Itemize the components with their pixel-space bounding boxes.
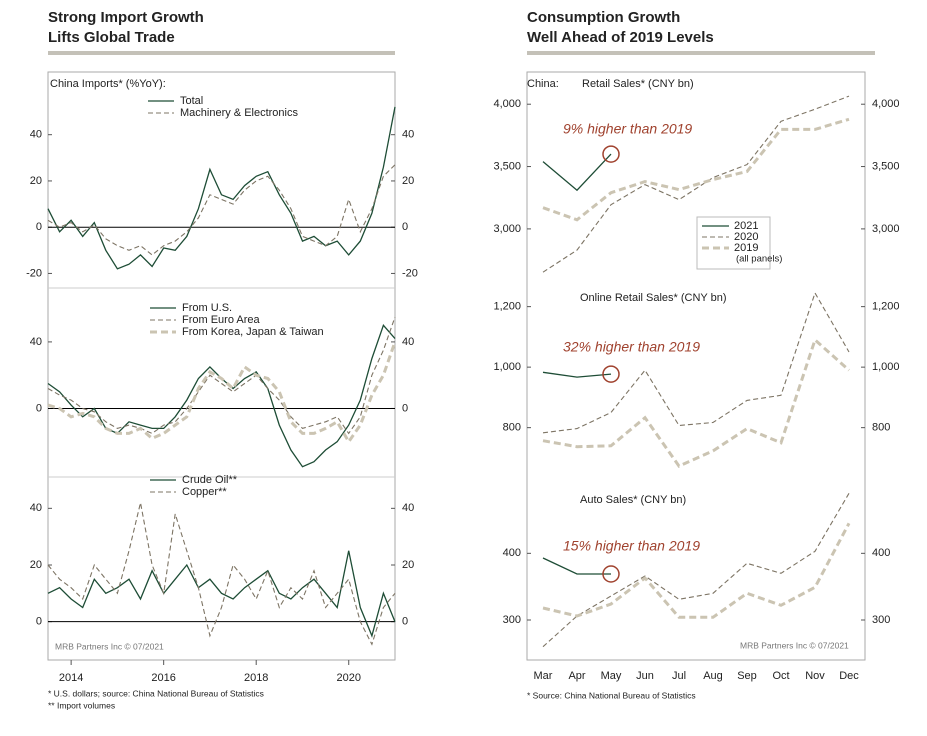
chart-subtitle: Retail Sales* (CNY bn) <box>582 78 694 90</box>
chart-subtitle: Auto Sales* (CNY bn) <box>580 494 686 506</box>
x-tick-label: Jul <box>672 670 686 682</box>
x-tick-label: 2020 <box>336 672 360 684</box>
annotation-circle <box>602 145 620 163</box>
y-tick-label: 4,000 <box>493 98 521 110</box>
credit: MRB Partners Inc © 07/2021 <box>740 640 849 650</box>
series-line <box>542 371 612 378</box>
y-tick-label: 40 <box>30 502 42 514</box>
x-tick-label: 2014 <box>59 672 83 684</box>
series-line <box>47 106 396 270</box>
legend-label: From Korea, Japan & Taiwan <box>182 326 324 338</box>
x-tick-label: Dec <box>839 670 859 682</box>
panel-title: Well Ahead of 2019 Levels <box>527 29 714 46</box>
legend-label: Copper** <box>182 486 227 498</box>
y-tick-label: 300 <box>872 614 890 626</box>
y-tick-label: 1,000 <box>493 361 521 373</box>
frame <box>526 71 866 661</box>
series-line <box>47 550 396 638</box>
chart-subtitle: China Imports* (%YoY): <box>50 78 166 90</box>
y-tick-label: 400 <box>872 547 890 559</box>
y-tick-label: 40 <box>402 129 414 141</box>
frame <box>47 71 396 661</box>
y-tick-label: 40 <box>30 336 42 348</box>
series-line <box>542 522 851 619</box>
y-tick-label: 0 <box>402 402 408 414</box>
y-tick-label: 0 <box>402 221 408 233</box>
annotation: 15% higher than 2019 <box>563 538 700 554</box>
legend-label: From U.S. <box>182 302 232 314</box>
x-tick-label: 2016 <box>151 672 175 684</box>
y-tick-label: 300 <box>503 614 521 626</box>
footnote: ** Import volumes <box>48 700 115 710</box>
series-line <box>542 337 850 468</box>
x-tick-label: May <box>601 670 622 682</box>
x-tick-label: Jun <box>636 670 654 682</box>
y-tick-label: 0 <box>402 616 408 628</box>
annotation: 32% higher than 2019 <box>563 339 700 355</box>
legend-label: Total <box>180 95 203 107</box>
y-tick-label: 3,000 <box>872 223 900 235</box>
x-tick-label: Apr <box>568 670 585 682</box>
y-tick-label: 3,500 <box>493 160 521 172</box>
y-tick-label: 1,200 <box>872 301 900 313</box>
legend-label: 2019 <box>734 242 758 254</box>
y-tick-label: 20 <box>402 559 414 571</box>
y-tick-label: 1,200 <box>493 301 521 313</box>
legend-label: From Euro Area <box>182 314 261 326</box>
x-tick-label: Aug <box>703 670 723 682</box>
chart-subtitle: Online Retail Sales* (CNY bn) <box>580 292 727 304</box>
x-tick-label: 2018 <box>244 672 268 684</box>
series-line <box>47 502 396 646</box>
footnote: * Source: China National Bureau of Stati… <box>527 690 696 700</box>
x-tick-label: Sep <box>737 670 757 682</box>
series-line <box>47 316 396 435</box>
legend-label: Crude Oil** <box>182 474 238 486</box>
legend-label: Machinery & Electronics <box>180 107 298 119</box>
series-line <box>542 153 612 192</box>
legend-label: 2020 <box>734 231 758 243</box>
y-tick-label: 0 <box>36 402 42 414</box>
y-tick-label: 40 <box>30 129 42 141</box>
chart-region: China: <box>527 78 559 90</box>
y-tick-label: 0 <box>36 221 42 233</box>
legend-label: 2021 <box>734 220 758 232</box>
series-line <box>47 164 396 256</box>
footnote: * U.S. dollars; source: China National B… <box>48 688 264 698</box>
x-tick-label: Mar <box>534 670 553 682</box>
x-tick-label: Oct <box>772 670 789 682</box>
y-tick-label: 40 <box>402 336 414 348</box>
panel-title: Consumption Growth <box>527 9 680 26</box>
y-tick-label: 3,000 <box>493 223 521 235</box>
y-tick-label: 4,000 <box>872 98 900 110</box>
annotation-circle <box>602 565 620 583</box>
legend-note: (all panels) <box>736 254 782 265</box>
y-tick-label: 20 <box>30 175 42 187</box>
credit: MRB Partners Inc © 07/2021 <box>55 641 164 651</box>
y-tick-label: 3,500 <box>872 160 900 172</box>
series-line <box>542 117 850 222</box>
y-tick-label: 400 <box>503 547 521 559</box>
panel-title: Lifts Global Trade <box>48 29 175 46</box>
annotation-circle <box>602 365 620 383</box>
y-tick-label: 40 <box>402 502 414 514</box>
series-line <box>542 557 611 575</box>
y-tick-label: -20 <box>402 267 418 279</box>
panel-title: Strong Import Growth <box>48 9 204 26</box>
y-tick-label: 20 <box>30 559 42 571</box>
series-line <box>542 493 850 648</box>
series-line <box>542 291 850 434</box>
annotation: 9% higher than 2019 <box>563 121 692 137</box>
y-tick-label: 800 <box>503 422 521 434</box>
y-tick-label: -20 <box>26 267 42 279</box>
series-line <box>542 95 850 273</box>
x-tick-label: Nov <box>805 670 825 682</box>
series-line <box>47 341 397 445</box>
y-tick-label: 1,000 <box>872 361 900 373</box>
y-tick-label: 0 <box>36 616 42 628</box>
y-tick-label: 800 <box>872 422 890 434</box>
series-line <box>47 324 396 468</box>
y-tick-label: 20 <box>402 175 414 187</box>
